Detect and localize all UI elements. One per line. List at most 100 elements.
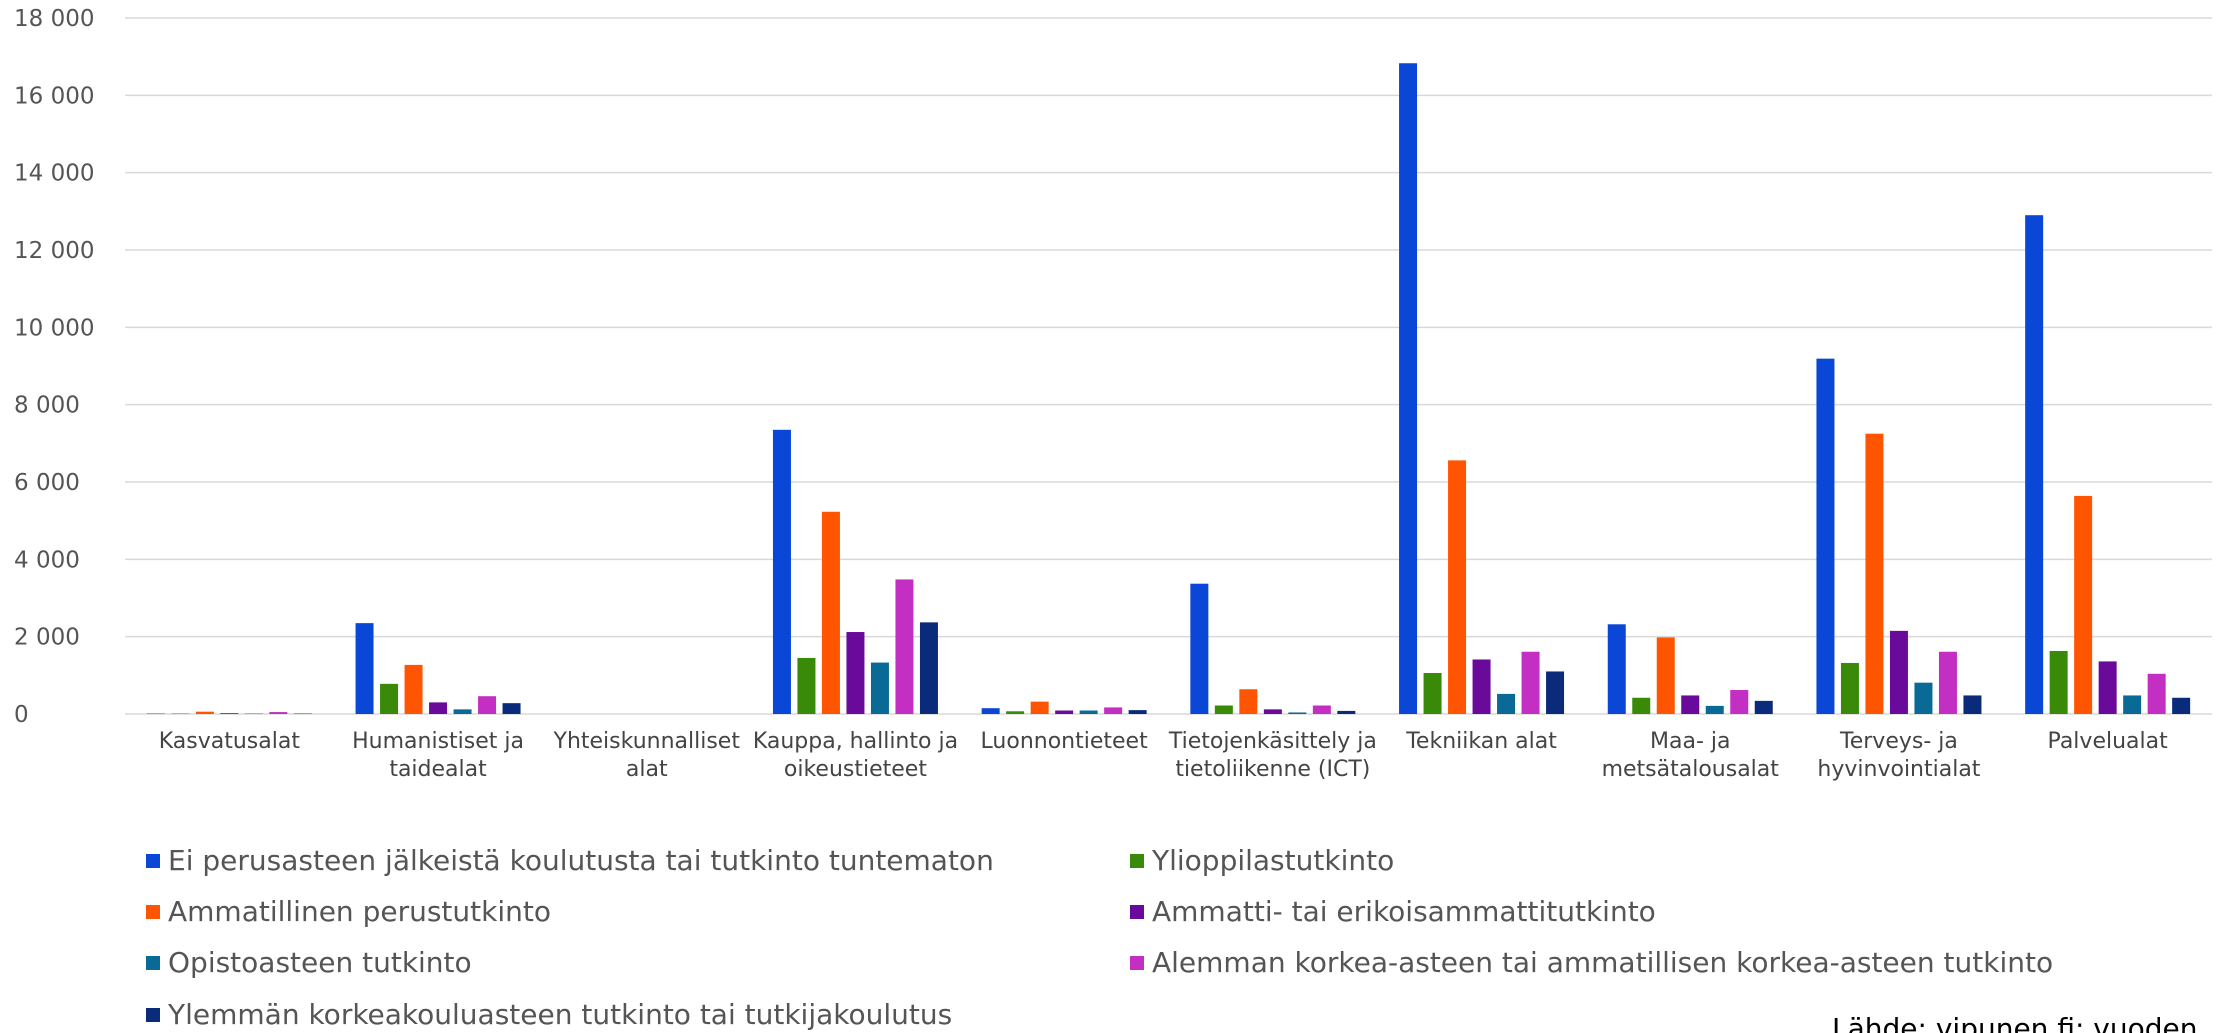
bar: [1263, 709, 1282, 714]
legend-entry: Alemman korkea-asteen tai ammatillisen k…: [1130, 946, 2053, 980]
legend-swatch: [146, 1008, 160, 1022]
x-tick-label: Tietojenkäsittely ja tietoliikenne (ICT): [1168, 729, 1377, 782]
legend-swatch: [1130, 956, 1144, 970]
bar: [2123, 695, 2142, 714]
bar: [797, 657, 816, 714]
bar: [195, 711, 214, 714]
legend-swatch: [1130, 905, 1144, 919]
bar: [1681, 695, 1700, 714]
bar: [1656, 637, 1675, 714]
legend-swatch: [1130, 854, 1144, 868]
bar: [1337, 710, 1356, 714]
legend-swatch: [146, 854, 160, 868]
bar: [2049, 650, 2068, 714]
bar: [1104, 707, 1123, 714]
bar: [1607, 624, 1626, 714]
bar: [478, 696, 497, 714]
bar: [404, 664, 423, 714]
bar: [2172, 697, 2191, 714]
x-tick-label: Yhteiskunnalliset alat: [553, 729, 740, 782]
bar: [981, 708, 1000, 714]
x-tick-label: Luonnontieteet: [980, 729, 1148, 754]
legend-entry: Ammatti- tai erikoisammattitutkinto: [1130, 895, 1656, 929]
legend-label: Ylioppilastutkinto: [1152, 844, 1395, 877]
bar: [269, 712, 288, 714]
x-tick-label: Tekniikan alat: [1406, 729, 1557, 754]
bar: [772, 429, 791, 714]
bar: [355, 623, 374, 714]
source: Lähde: vipunen.fi; vuoden: [1832, 1012, 2198, 1033]
bar: [1079, 710, 1098, 714]
x-tick-label: Humanistiset ja taidealat: [352, 729, 524, 782]
bar: [1889, 630, 1908, 714]
x-tick-label: Kasvatusalat: [158, 729, 300, 754]
bar: [1938, 651, 1957, 714]
legend-label: Ammatillinen perustutkinto: [168, 895, 551, 928]
bar: [846, 632, 865, 714]
bar: [429, 702, 448, 714]
bar: [1288, 712, 1307, 714]
legend-swatch: [146, 905, 160, 919]
legend-label: Alemman korkea-asteen tai ammatillisen k…: [1152, 946, 2054, 979]
bar: [2074, 495, 2093, 714]
bar: [1754, 700, 1773, 714]
y-tick-label: 0: [14, 702, 29, 728]
bar: [2098, 661, 2117, 714]
bar: [1128, 710, 1147, 714]
bar: [1914, 682, 1933, 714]
legend-entry: Ei perusasteen jälkeistä koulutusta tai …: [146, 844, 994, 878]
bar: [1840, 662, 1859, 714]
bar: [1239, 689, 1258, 714]
y-tick-label: 18 000: [14, 6, 94, 32]
legend-entry: Ylemmän korkeakouluasteen tutkinto tai t…: [146, 998, 952, 1032]
x-tick-label: Terveys- ja hyvinvointialat: [1817, 729, 1981, 782]
bar: [1399, 63, 1418, 715]
bar: [2147, 673, 2166, 714]
y-tick-label: 8 000: [14, 393, 80, 419]
bar: [1472, 659, 1491, 714]
bar: [1816, 358, 1835, 714]
legend-label: Ei perusasteen jälkeistä koulutusta tai …: [168, 844, 994, 877]
bar: [1055, 710, 1074, 714]
y-tick-label: 16 000: [14, 83, 94, 109]
bar: [502, 703, 521, 714]
bar: [1521, 651, 1540, 714]
bar: [821, 511, 840, 714]
bar: [895, 579, 914, 714]
bar: [1632, 697, 1651, 714]
bar: [919, 622, 938, 714]
bar: [1312, 705, 1331, 714]
bar: [1497, 693, 1516, 714]
legend-label: Opistoasteen tutkinto: [168, 946, 472, 979]
bar: [1730, 690, 1749, 714]
bar: [1030, 701, 1049, 714]
x-tick-label: Palvelualat: [2047, 729, 2168, 754]
bar: [1865, 433, 1884, 714]
bar: [1705, 705, 1724, 714]
x-tick-label: Kauppa, hallinto ja oikeustieteet: [752, 729, 959, 782]
bar: [380, 683, 399, 714]
bar: [1448, 460, 1467, 714]
y-tick-label: 2 000: [14, 625, 80, 651]
y-tick-label: 6 000: [14, 470, 80, 496]
bar: [1423, 673, 1442, 714]
bar: [870, 662, 889, 714]
legend-label: Ammatti- tai erikoisammattitutkinto: [1152, 895, 1656, 928]
legend-entry: Ammatillinen perustutkinto: [146, 895, 551, 929]
bar: [2025, 215, 2044, 714]
bar: [220, 713, 239, 714]
y-tick-label: 14 000: [14, 161, 94, 187]
legend-swatch: [146, 956, 160, 970]
bar: [1006, 711, 1025, 714]
bar: [1190, 583, 1209, 714]
y-tick-label: 12 000: [14, 238, 94, 264]
bar: [1214, 705, 1233, 714]
bar: [1546, 671, 1565, 714]
legend-entry: Ylioppilastutkinto: [1130, 844, 1394, 878]
x-tick-label: Maa- ja metsätalousalat: [1601, 729, 1779, 782]
legend-label: Ylemmän korkeakouluasteen tutkinto tai t…: [168, 998, 953, 1031]
y-tick-label: 4 000: [14, 547, 80, 573]
bar: [453, 709, 472, 714]
legend-entry: Opistoasteen tutkinto: [146, 946, 472, 980]
